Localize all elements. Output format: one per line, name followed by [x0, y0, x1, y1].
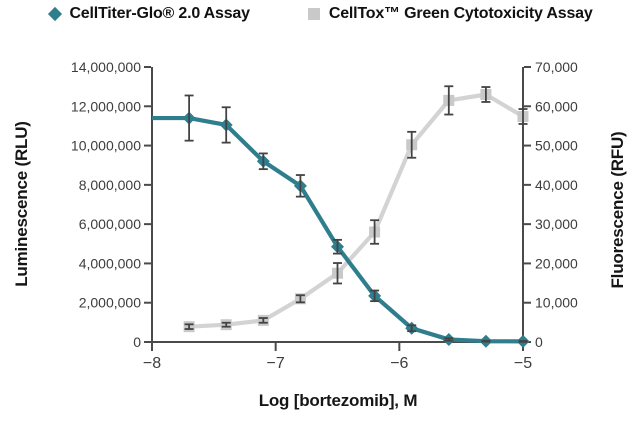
- square-icon: [307, 8, 320, 20]
- legend-label-celltiter-glo: CellTiter-Glo® 2.0 Assay: [69, 5, 250, 22]
- y-tick-label-right: 40,000: [535, 177, 578, 193]
- legend: CellTiter-Glo® 2.0 Assay CellTox™ Green …: [0, 3, 643, 25]
- y-tick-label-right: 60,000: [535, 98, 578, 114]
- y-tick-label-right: 70,000: [535, 59, 578, 75]
- y-tick-label-left: 12,000,000: [71, 98, 141, 114]
- y-tick-label-left: 6,000,000: [79, 216, 141, 232]
- x-tick-label: −6: [390, 355, 408, 372]
- y-tick-label-left: 0: [133, 334, 141, 350]
- series-line-celltox-green: [188, 92, 525, 329]
- x-axis-title: Log [bortezomib], M: [258, 391, 418, 410]
- legend-label-celltox-green: CellTox™ Green Cytotoxicity Assay: [328, 5, 593, 22]
- y-tick-label-left: 4,000,000: [79, 255, 141, 271]
- legend-item-celltiter-glo: CellTiter-Glo® 2.0 Assay: [48, 5, 250, 23]
- x-tick-label: −8: [143, 355, 161, 372]
- legend-item-celltox-green: CellTox™ Green Cytotoxicity Assay: [307, 5, 593, 23]
- y-tick-label-left: 14,000,000: [71, 59, 141, 75]
- y-tick-label-left: 10,000,000: [71, 138, 141, 154]
- y-tick-label-right: 10,000: [535, 295, 578, 311]
- y-tick-label-right: 0: [535, 334, 543, 350]
- series-line-celltiter-glo: [152, 115, 524, 344]
- y-tick-label-left: 2,000,000: [79, 295, 141, 311]
- y-tick-label-right: 50,000: [535, 138, 578, 154]
- y-tick-label-left: 8,000,000: [79, 177, 141, 193]
- x-tick-label: −7: [267, 355, 285, 372]
- y-tick-label-right: 30,000: [535, 216, 578, 232]
- x-tick-label: −5: [514, 355, 532, 372]
- y-tick-label-right: 20,000: [535, 255, 578, 271]
